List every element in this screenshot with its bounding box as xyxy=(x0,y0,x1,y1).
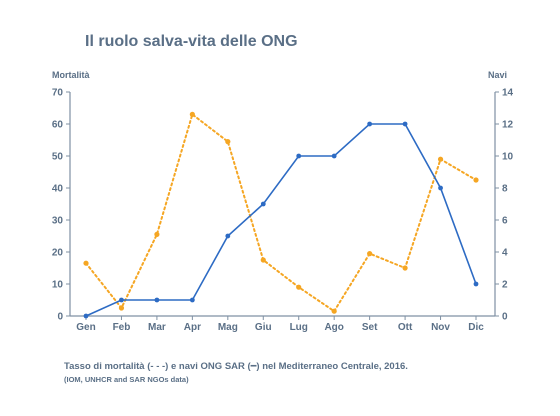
x-tick-label: Set xyxy=(362,322,378,333)
ships-point xyxy=(119,297,124,303)
mortality-point xyxy=(225,139,231,145)
x-tick-label: Dic xyxy=(468,322,484,333)
mortality-point xyxy=(189,111,195,117)
x-tick-label: Giu xyxy=(255,322,272,333)
left-tick-label: 50 xyxy=(52,152,64,163)
x-tick-label: Mag xyxy=(218,322,238,333)
chart-title: Il ruolo salva-vita delle ONG xyxy=(85,33,298,50)
left-tick-label: 0 xyxy=(57,312,63,323)
ships-point xyxy=(296,153,302,159)
mortality-point xyxy=(367,251,373,257)
mortality-point xyxy=(83,260,89,266)
right-tick-label: 0 xyxy=(502,312,508,323)
right-tick-label: 12 xyxy=(502,120,514,131)
right-tick-label: 8 xyxy=(502,184,508,195)
chart-source: (IOM, UNHCR and SAR NGOs data) xyxy=(64,375,189,384)
right-axis-title: Navi xyxy=(488,70,507,80)
mortality-point xyxy=(296,284,302,290)
left-tick-label: 40 xyxy=(52,184,64,195)
left-tick-label: 10 xyxy=(52,280,64,291)
mortality-point xyxy=(260,257,266,263)
left-tick-label: 60 xyxy=(52,120,64,131)
ships-point xyxy=(189,297,195,303)
right-tick-label: 2 xyxy=(502,280,508,291)
mortality-point xyxy=(331,308,337,314)
ships-line xyxy=(85,123,477,317)
mortality-point xyxy=(473,177,479,183)
left-tick-label: 70 xyxy=(52,88,64,99)
x-tick-label: Gen xyxy=(76,322,95,333)
right-tick-label: 10 xyxy=(502,152,514,163)
mortality-line xyxy=(85,112,477,313)
left-tick-label: 30 xyxy=(52,216,64,227)
ships-point xyxy=(225,233,231,239)
left-axis-title: Mortalità xyxy=(52,70,90,80)
ships-point xyxy=(83,313,89,319)
x-tick-label: Ago xyxy=(324,322,343,333)
x-tick-label: Mar xyxy=(148,322,166,333)
mortality-point xyxy=(402,265,408,271)
mortality-point xyxy=(118,305,125,311)
mortality-point xyxy=(154,231,160,237)
left-tick-label: 20 xyxy=(52,248,64,259)
x-tick-label: Apr xyxy=(184,322,201,333)
ships-point xyxy=(331,153,337,159)
mortality-point xyxy=(437,156,444,162)
x-tick-label: Lug xyxy=(290,322,308,333)
ships-point xyxy=(438,185,443,191)
ships-point xyxy=(260,201,266,207)
series-layer xyxy=(83,111,479,319)
x-tick-label: Nov xyxy=(431,322,450,333)
ships-point xyxy=(473,281,479,287)
axes: 0 10 20 30 40 50 60 70 0 2 4 6 8 10 12 14 Gen Feb Mar Apr Ma… xyxy=(52,88,514,334)
ships-point xyxy=(154,297,160,303)
right-tick-label: 4 xyxy=(502,248,508,259)
ships-point xyxy=(402,121,408,127)
x-tick-label: Ott xyxy=(398,322,413,333)
right-tick-label: 6 xyxy=(502,216,508,227)
chart-caption: Tasso di mortalità (- - -) e navi ONG SA… xyxy=(64,361,408,372)
right-tick-label: 14 xyxy=(502,88,514,99)
ships-point xyxy=(367,121,373,127)
x-tick-label: Feb xyxy=(113,322,131,333)
